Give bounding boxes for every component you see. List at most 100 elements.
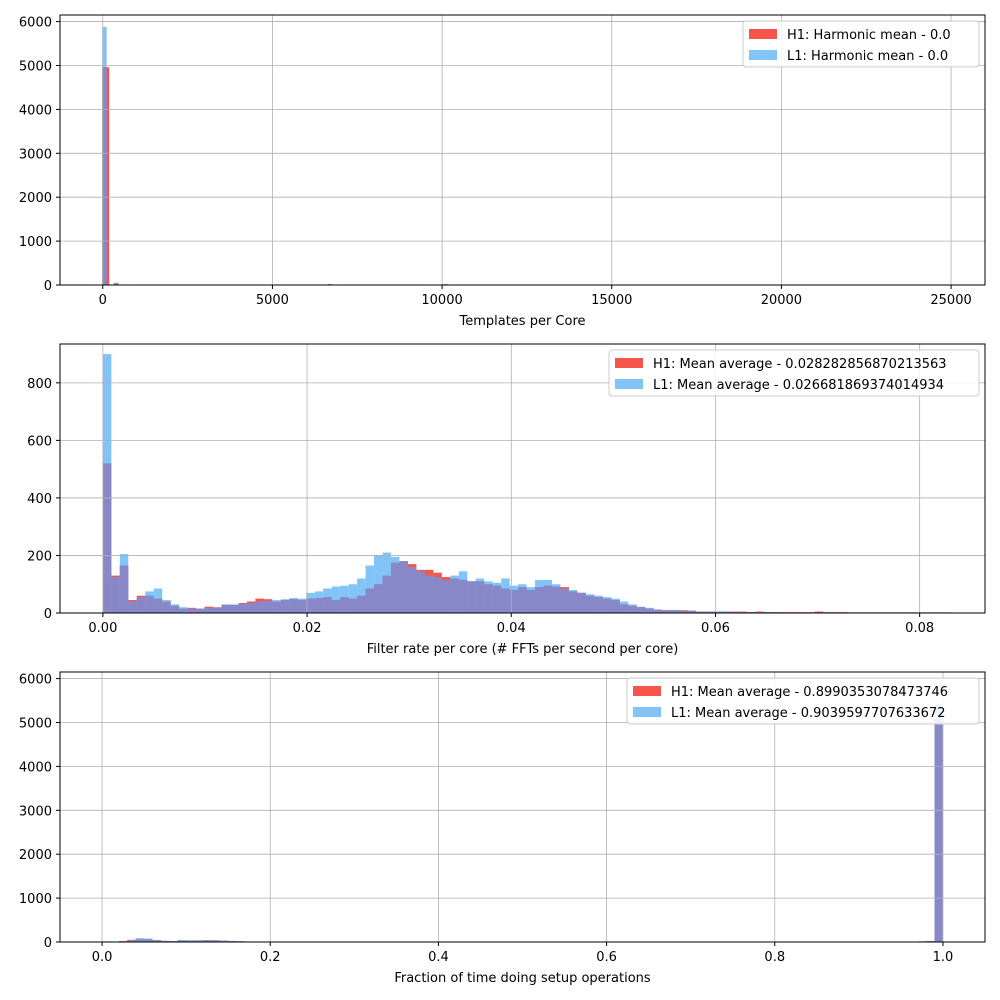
bar-overlap (221, 604, 230, 613)
bar-overlap (263, 600, 273, 613)
bar-overlap (365, 588, 375, 613)
bar-overlap (416, 571, 425, 613)
legend-swatch (633, 707, 661, 717)
bar-h1 (814, 611, 824, 613)
bar-overlap (458, 579, 468, 613)
legend-box (626, 677, 980, 725)
x-axis-label: Filter rate per core (# FFTs per second … (367, 642, 679, 657)
bar-overlap (577, 592, 586, 613)
legend-swatch (615, 379, 643, 389)
bar-l1 (331, 586, 341, 613)
bar-overlap (128, 601, 137, 613)
bar-overlap (713, 611, 722, 613)
legend-entry: H1: Mean average - 0.028282856870213563 (653, 357, 947, 372)
bar-overlap (213, 607, 222, 613)
bar-overlap (628, 605, 637, 613)
legend-box (742, 20, 980, 68)
bar-overlap (670, 610, 680, 613)
y-tick-label: 1000 (19, 892, 52, 907)
bar-overlap (152, 940, 161, 942)
bar-overlap (560, 588, 569, 613)
x-tick-label: 0.2 (260, 950, 281, 965)
bar-overlap (475, 581, 485, 613)
bar-overlap (390, 562, 400, 613)
bar-overlap (127, 940, 136, 942)
y-tick-label: 1000 (19, 235, 52, 250)
x-tick-label: 0.4 (428, 950, 449, 965)
histogram-filter-rate: 0.00 0.02 0.04 0.06 0.08 0 200 400 600 800 Filter … (27, 343, 986, 657)
bar-overlap (255, 601, 264, 613)
bar-overlap (179, 608, 188, 613)
y-tick-label: 3000 (19, 147, 52, 162)
y-tick-label: 0 (44, 279, 52, 294)
bar-overlap (619, 604, 629, 613)
bar-overlap (645, 608, 654, 613)
y-tick-label: 5000 (19, 59, 52, 74)
legend: H1: Harmonic mean - 0.0 L1: Harmonic mean… (742, 20, 980, 68)
legend: H1: Mean average - 0.8990353078473746 L1:… (626, 677, 980, 725)
legend-swatch (749, 50, 777, 60)
x-tick-label: 0.08 (905, 621, 934, 636)
legend-swatch (615, 358, 643, 368)
bar-overlap (145, 595, 154, 613)
bar-overlap (399, 561, 408, 613)
bar-l1 (113, 283, 118, 285)
bar-overlap (170, 605, 180, 613)
x-tick-label: 0.0 (92, 950, 113, 965)
bar-overlap (526, 589, 536, 613)
bar-overlap (543, 585, 553, 613)
x-tick-label: 0.00 (88, 621, 117, 636)
bar-h1 (104, 67, 110, 286)
bar-overlap (204, 607, 214, 613)
bar-overlap (585, 595, 595, 613)
bar-overlap (272, 601, 281, 613)
x-tick-label: 1.0 (933, 950, 954, 965)
bars (102, 354, 951, 613)
bar-overlap (186, 940, 195, 942)
legend-box (608, 349, 980, 397)
bar-overlap (348, 598, 358, 613)
x-axis-label: Fraction of time doing setup operations (394, 971, 651, 986)
bar-overlap (687, 610, 697, 613)
bar-overlap (518, 587, 527, 613)
bar-overlap (323, 597, 332, 613)
bar-overlap (382, 575, 391, 613)
bar-overlap (111, 577, 120, 613)
bar-overlap (219, 940, 229, 942)
bar-overlap (297, 600, 307, 613)
bar-overlap (187, 608, 197, 613)
axes-frame (59, 14, 986, 286)
bar-overlap (202, 940, 212, 942)
bar-overlap (211, 940, 220, 942)
bar-overlap (280, 600, 290, 613)
histogram-setup-fraction: 0.0 0.2 0.4 0.6 0.8 1.0 0 1000 2000 3000 4000 5000 6… (19, 671, 986, 986)
y-tick-label: 400 (27, 492, 52, 507)
bar-overlap (289, 599, 298, 613)
x-tick-label: 0.06 (701, 621, 730, 636)
bar-overlap (433, 577, 442, 613)
bar-overlap (144, 939, 153, 942)
bar-overlap (160, 940, 170, 942)
bar-overlap (229, 604, 239, 613)
bar-overlap (535, 587, 544, 613)
bar-overlap (636, 607, 646, 613)
histogram-templates-per-core: 0 5000 10000 15000 20000 25000 0 1000 2000 3000 40… (19, 14, 986, 329)
x-tick-label: 15000 (591, 293, 632, 308)
bar-overlap (509, 589, 519, 613)
bar-overlap (331, 600, 341, 613)
bar-overlap (374, 584, 383, 613)
legend-swatch (749, 29, 777, 39)
bar-overlap (153, 598, 163, 613)
y-tick-label: 0 (44, 936, 52, 951)
x-tick-label: 20000 (761, 293, 802, 308)
y-tick-label: 4000 (19, 760, 52, 775)
y-tick-label: 5000 (19, 716, 52, 731)
bar-overlap (662, 610, 671, 613)
bar-overlap (492, 585, 502, 613)
legend-entry: L1: Mean average - 0.026681869374014934 (653, 378, 944, 393)
bar-overlap (135, 939, 145, 942)
legend-entry: L1: Mean average - 0.9039597707633672 (671, 706, 946, 721)
legend: H1: Mean average - 0.028282856870213563 L… (608, 349, 980, 397)
bar-overlap (484, 584, 493, 613)
bar-overlap (679, 610, 688, 613)
